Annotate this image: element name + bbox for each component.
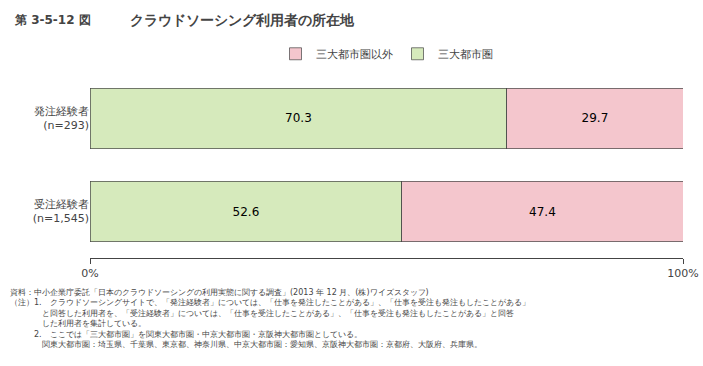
svg-text:29.7: 29.7 — [582, 111, 609, 125]
svg-text:資料：中小企業庁委託「日本のクラウドソーシングの利用実態に関: 資料：中小企業庁委託「日本のクラウドソーシングの利用実態に関する調査」(2013… — [10, 288, 530, 349]
svg-text:52.6: 52.6 — [233, 205, 260, 219]
svg-text:クラウドソーシング利用者の所在地: クラウドソーシング利用者の所在地 — [130, 12, 355, 28]
svg-text:47.4: 47.4 — [529, 205, 556, 219]
svg-text:70.3: 70.3 — [285, 111, 312, 125]
svg-text:第 3-5-12 図: 第 3-5-12 図 — [14, 13, 91, 27]
svg-text:発注経験者(n=293): 発注経験者(n=293) — [34, 105, 89, 132]
svg-text:100%: 100% — [667, 267, 698, 280]
svg-text:三大都市圏: 三大都市圏 — [438, 48, 493, 61]
svg-text:0%: 0% — [81, 267, 98, 280]
svg-text:三大都市圏以外: 三大都市圏以外 — [316, 48, 393, 61]
svg-text:受注経験者(n=1,545): 受注経験者(n=1,545) — [33, 198, 89, 225]
